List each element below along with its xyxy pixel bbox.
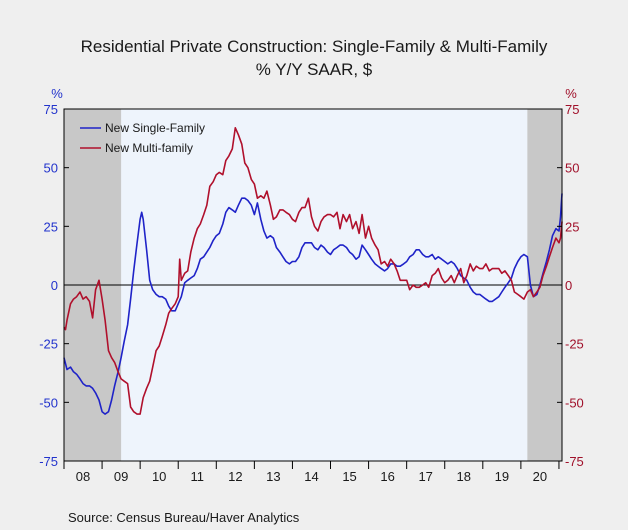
x-tick-label: 19 <box>495 469 509 484</box>
right-tick-label: -25 <box>565 337 584 352</box>
left-tick-label: -25 <box>39 337 58 352</box>
right-axis-unit: % <box>565 86 577 101</box>
left-tick-label: -50 <box>39 395 58 410</box>
x-axis-ticks: 08 09 10 11 12 13 14 15 16 17 18 19 20 <box>63 461 560 484</box>
right-tick-label: 25 <box>565 219 579 234</box>
right-tick-label: 0 <box>565 278 572 293</box>
x-tick-label: 13 <box>266 469 280 484</box>
legend-label-single-family: New Single-Family <box>105 121 205 135</box>
x-tick-label: 09 <box>114 469 128 484</box>
right-tick-label: 75 <box>565 102 579 117</box>
left-axis-unit: % <box>51 86 63 101</box>
right-tick-label: -50 <box>565 395 584 410</box>
left-tick-label: -75 <box>39 454 58 469</box>
left-tick-label: 50 <box>44 161 58 176</box>
x-tick-label: 14 <box>304 469 318 484</box>
x-tick-label: 15 <box>342 469 356 484</box>
x-tick-label: 10 <box>152 469 166 484</box>
x-tick-label: 08 <box>76 469 90 484</box>
legend-label-multi-family: New Multi-family <box>105 141 193 155</box>
x-tick-label: 16 <box>380 469 394 484</box>
series-layer <box>63 127 563 415</box>
y-axis-ticks: 75 75 50 50 25 25 0 0 -25 -25 -50 -50 -75 -75 <box>39 102 584 469</box>
x-tick-label: 18 <box>457 469 471 484</box>
left-tick-label: 75 <box>44 102 58 117</box>
right-tick-label: 50 <box>565 161 579 176</box>
right-tick-label: -75 <box>565 454 584 469</box>
source-note: Source: Census Bureau/Haver Analytics <box>68 510 300 525</box>
legend: New Single-Family New Multi-family <box>80 121 205 155</box>
chart-subtitle: % Y/Y SAAR, $ <box>256 60 373 79</box>
x-tick-label: 17 <box>418 469 432 484</box>
x-tick-label: 11 <box>191 469 205 484</box>
x-tick-label: 12 <box>228 469 242 484</box>
left-tick-label: 25 <box>44 219 58 234</box>
chart-title: Residential Private Construction: Single… <box>81 37 548 56</box>
series-line-multi-family <box>63 127 563 415</box>
x-tick-label: 20 <box>533 469 547 484</box>
series-line-single-family <box>63 193 563 415</box>
left-tick-label: 0 <box>51 278 58 293</box>
